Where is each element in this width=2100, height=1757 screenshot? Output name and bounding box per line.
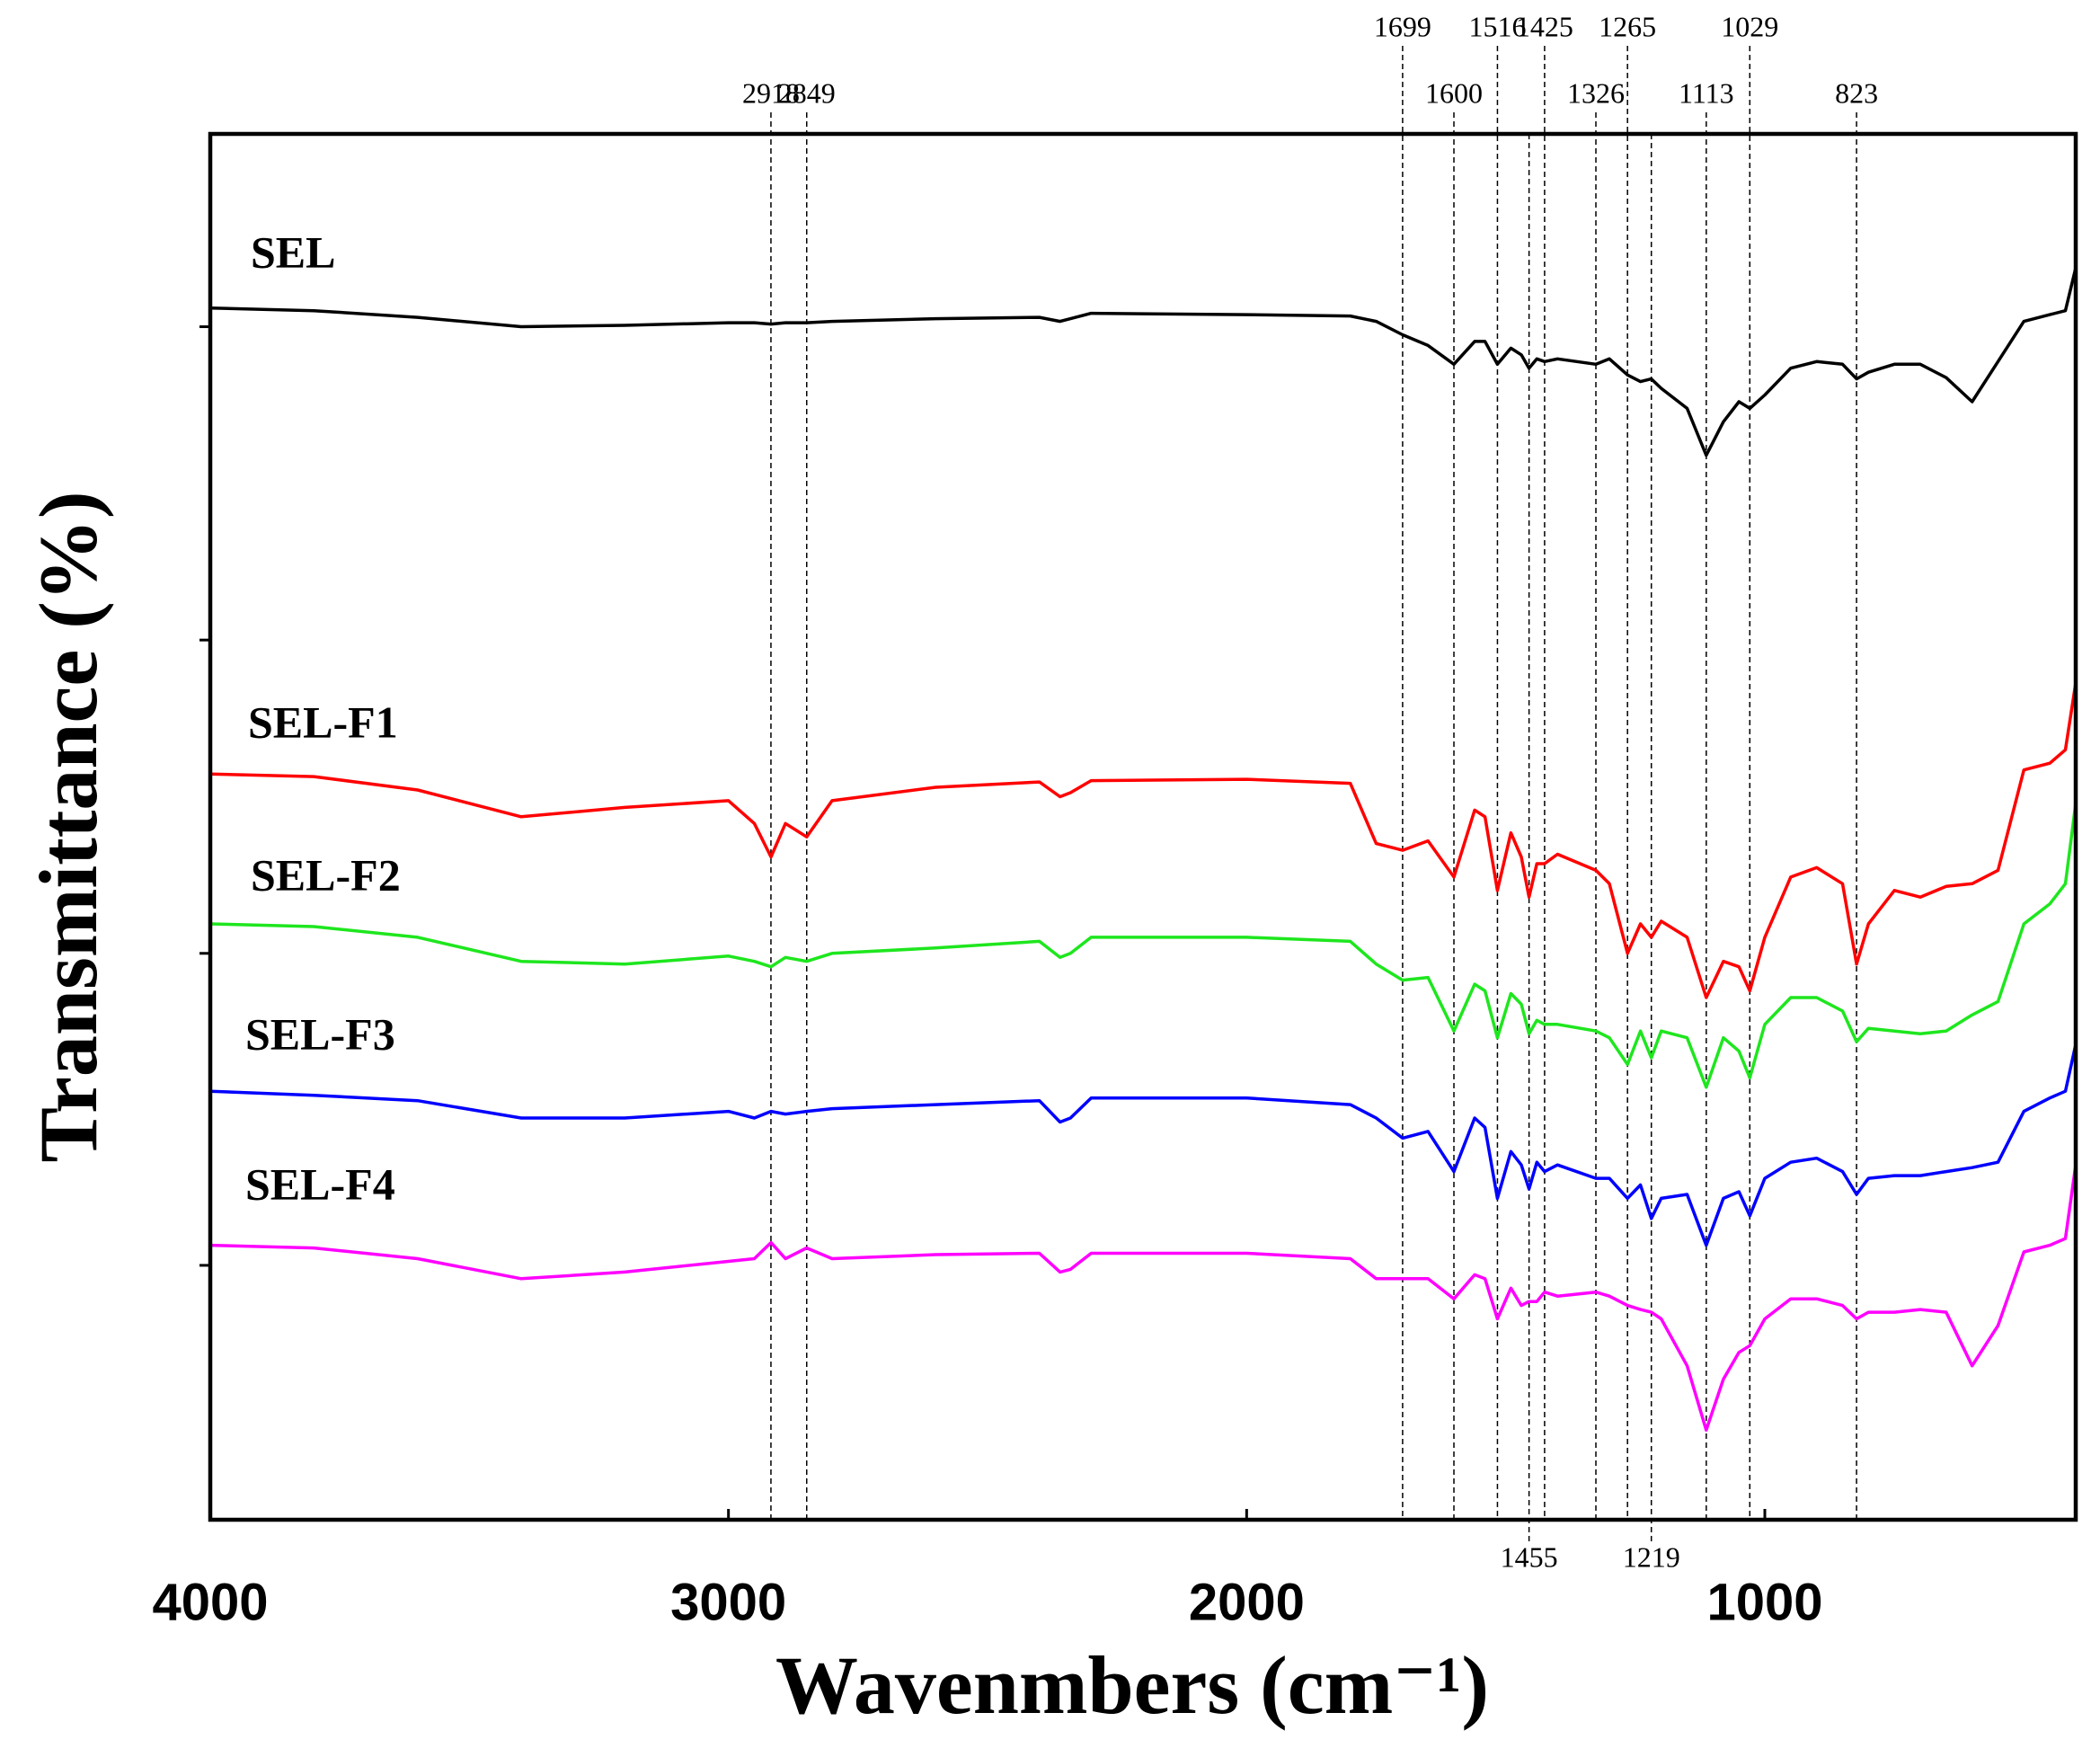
spectrum-line (209, 803, 2078, 1089)
peak-label: 1600 (1425, 76, 1483, 109)
peak-label: 1699 (1374, 10, 1431, 42)
peak-label: 1113 (1679, 76, 1734, 109)
series-label: SEL-F1 (248, 697, 398, 747)
series-label: SEL-F3 (245, 1008, 395, 1059)
series-label: SEL-F4 (245, 1158, 395, 1209)
series-label: SEL (251, 226, 336, 277)
x-axis-label: Wavenmbers (cm⁻¹) (775, 1639, 1489, 1731)
peak-label: 2918 (742, 76, 800, 109)
x-tick-label: 1000 (1706, 1573, 1822, 1631)
peak-label: 1326 (1567, 76, 1625, 109)
series-label: SEL-F2 (251, 849, 401, 900)
spectrum-line (209, 267, 2078, 457)
x-tick-label: 4000 (152, 1573, 268, 1631)
spectrum-line (209, 1164, 2078, 1432)
spectrum-line (209, 682, 2078, 999)
peak-label: 1516 (1468, 10, 1526, 42)
x-tick-label: 2000 (1189, 1573, 1305, 1631)
plot-frame (208, 131, 2078, 1522)
peak-label: 1219 (1623, 1540, 1680, 1573)
peak-label: 1265 (1599, 10, 1656, 42)
peak-label: 1455 (1501, 1540, 1558, 1573)
spectrum-line (209, 1043, 2078, 1247)
x-tick-label: 3000 (670, 1573, 786, 1631)
y-axis-label: Transmittance (%) (22, 492, 114, 1163)
peak-label: 2849 (778, 76, 836, 109)
peak-label: 1425 (1516, 10, 1573, 42)
peak-label: 823 (1835, 76, 1878, 109)
peak-label: 1029 (1721, 10, 1778, 42)
